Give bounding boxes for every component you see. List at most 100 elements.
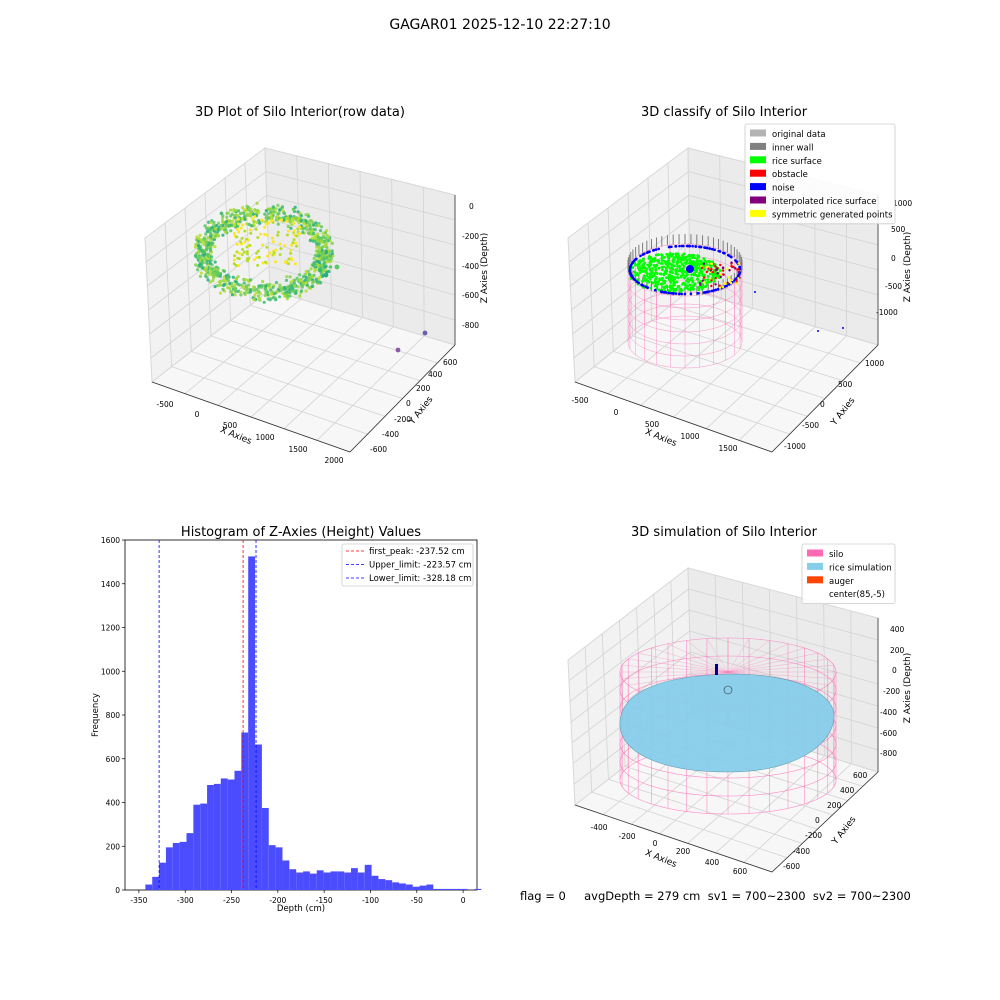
data-point — [251, 217, 255, 221]
x-tick-label: -300 — [177, 896, 194, 905]
noise-point — [653, 288, 657, 292]
data-point — [240, 242, 244, 246]
silo-roof-line — [706, 638, 729, 673]
data-point — [286, 229, 290, 233]
rice-surface-point — [689, 286, 693, 290]
y-tick-label: 600 — [443, 358, 458, 367]
x-tick-label: 500 — [223, 421, 238, 430]
data-point — [319, 239, 323, 243]
classified-point — [719, 286, 722, 289]
data-point — [314, 277, 319, 281]
data-point — [305, 271, 309, 275]
data-point — [240, 236, 244, 240]
rice-surface-point — [690, 256, 694, 259]
z-tick-label: -500 — [885, 282, 902, 291]
legend-label: silo — [829, 550, 843, 560]
rice-surface-point — [681, 273, 685, 277]
data-point — [259, 232, 263, 236]
histogram-bar — [289, 869, 297, 890]
data-point — [213, 285, 217, 289]
classified-point — [719, 273, 722, 276]
rice-surface-point — [640, 264, 644, 268]
legend-label: original data — [772, 130, 826, 140]
data-point — [301, 275, 306, 279]
grid-line — [625, 766, 818, 830]
data-point — [311, 274, 315, 279]
x-tick-label: 200 — [676, 847, 691, 856]
data-point — [289, 280, 293, 284]
noise-point — [713, 288, 717, 292]
silo-roof-line — [686, 640, 729, 673]
data-point — [252, 222, 256, 226]
histogram-bar — [474, 888, 482, 890]
noise-point — [639, 254, 642, 258]
rice-surface-point — [670, 265, 674, 269]
x-tick-label: 1500 — [288, 445, 307, 454]
z-tick-label: -1000 — [876, 308, 898, 317]
rice-surface-point — [636, 264, 640, 268]
legend-swatch — [807, 589, 823, 597]
rice-surface-point — [690, 273, 694, 276]
chart-title: 3D simulation of Silo Interior — [631, 525, 818, 540]
data-point — [315, 259, 319, 264]
outlier-point — [334, 264, 340, 270]
data-point — [228, 286, 232, 291]
legend-swatch — [750, 156, 766, 164]
data-point — [322, 262, 326, 266]
legend-swatch — [750, 183, 766, 191]
rice-surface-point — [646, 272, 649, 276]
noise-point — [716, 287, 720, 291]
noise-point — [677, 292, 681, 296]
data-point — [312, 256, 316, 260]
data-point — [229, 289, 233, 294]
classified-point — [726, 281, 729, 285]
data-point — [208, 248, 213, 252]
rice-surface-point — [706, 278, 710, 281]
data-point — [277, 211, 281, 215]
data-point — [208, 227, 212, 232]
rice-surface-point — [677, 285, 681, 288]
x-tick-label: 2000 — [324, 456, 343, 465]
rice-surface-point — [658, 277, 662, 281]
data-point — [216, 234, 220, 238]
data-point — [271, 205, 275, 209]
data-point — [199, 271, 203, 275]
data-point — [234, 263, 238, 267]
rice-surface-point — [668, 251, 672, 255]
rice-surface-point — [633, 270, 637, 274]
data-point — [252, 297, 256, 302]
data-point — [292, 238, 296, 242]
data-point — [232, 223, 236, 227]
data-point — [278, 208, 282, 212]
rice-surface-point — [660, 259, 664, 262]
rice-surface-point — [680, 289, 684, 292]
data-point — [200, 259, 205, 263]
classified-point — [737, 262, 740, 265]
data-point — [245, 204, 249, 208]
rice-surface-point — [708, 260, 712, 264]
noise-point — [696, 292, 699, 295]
y-axis-label: Y Axies — [407, 395, 436, 428]
data-point — [321, 245, 325, 249]
rice-surface-point — [676, 260, 680, 264]
grid-line — [571, 651, 691, 744]
data-point — [209, 234, 213, 238]
data-point — [234, 287, 238, 291]
data-point — [208, 231, 213, 236]
histogram-bar — [316, 870, 324, 890]
rice-surface-point — [680, 262, 684, 266]
data-point — [235, 227, 239, 231]
data-point — [221, 214, 225, 218]
data-point — [240, 253, 244, 257]
data-point — [198, 233, 202, 237]
classified-point — [707, 267, 710, 270]
noise-point — [702, 291, 706, 294]
data-point — [213, 260, 217, 264]
histogram-bar — [405, 884, 413, 890]
z-tick-label: -800 — [880, 749, 897, 758]
data-point — [249, 290, 253, 294]
data-point — [293, 205, 297, 209]
data-point — [328, 265, 332, 269]
data-point — [236, 282, 240, 286]
rice-surface-point — [692, 287, 695, 291]
